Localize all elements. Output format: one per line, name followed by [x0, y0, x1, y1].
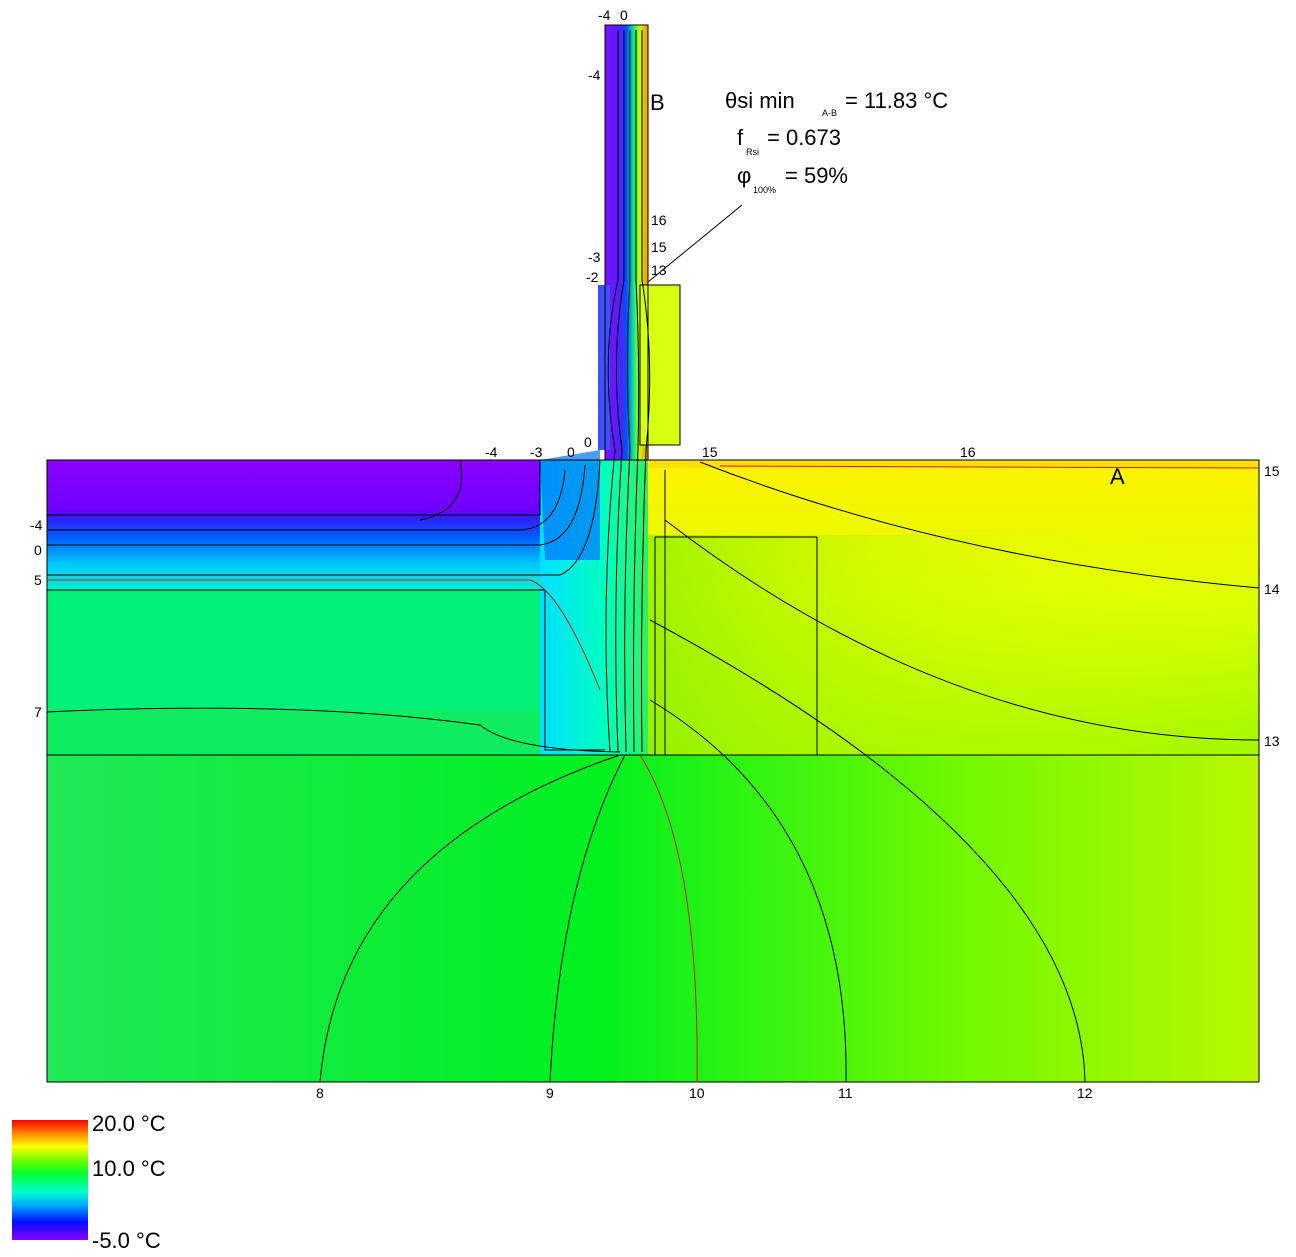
- f-sub: Rsi: [746, 147, 759, 157]
- exterior-bands: [47, 460, 547, 590]
- legend-label: -5.0 °C: [92, 1228, 161, 1253]
- isotherm-label: 7: [34, 704, 42, 720]
- thermal-diagram: θsi min A-B = 11.83 °C f Rsi = 0.673 φ 1…: [0, 0, 1296, 1257]
- theta-value: = 11.83 °C: [845, 88, 948, 113]
- isotherm-label: -4: [598, 7, 611, 23]
- isotherm-label: -3: [530, 444, 543, 460]
- isotherm-label: 13: [1264, 733, 1280, 749]
- isotherm-label: -4: [485, 444, 498, 460]
- point-label: A: [1110, 464, 1125, 489]
- ground-region: [47, 755, 1259, 1082]
- isotherm-label: 15: [1264, 463, 1280, 479]
- isotherm-label: 0: [34, 542, 42, 558]
- phi-symbol: φ: [737, 163, 751, 188]
- isotherm-label: 14: [1264, 581, 1280, 597]
- isotherm-label: 10: [689, 1085, 705, 1101]
- theta-symbol: θsi min: [725, 88, 795, 113]
- phi-value: = 59%: [785, 163, 848, 188]
- isotherm-label: -4: [30, 517, 43, 533]
- legend-label: 20.0 °C: [92, 1111, 166, 1136]
- isotherm-label: -4: [588, 67, 601, 83]
- point-label: B: [650, 90, 665, 115]
- isotherm-label: -2: [586, 269, 599, 285]
- isotherm-label: 16: [651, 212, 667, 228]
- isotherm-label: 5: [34, 572, 42, 588]
- f-symbol: f: [737, 125, 744, 150]
- cold-corner: [540, 450, 600, 560]
- isotherm-label: 15: [702, 444, 718, 460]
- f-value: = 0.673: [767, 125, 841, 150]
- isotherm-label: 9: [546, 1085, 554, 1101]
- isotherm-label: 0: [620, 7, 628, 23]
- isotherm-label: 0: [567, 444, 575, 460]
- phi-sub: 100%: [753, 185, 776, 195]
- isotherm-label: 16: [960, 444, 976, 460]
- legend-label: 10.0 °C: [92, 1156, 166, 1181]
- isotherm-label: -3: [588, 249, 601, 265]
- isotherm-label: 13: [651, 262, 667, 278]
- isotherm-label: 8: [316, 1085, 324, 1101]
- legend-scale: [12, 1120, 88, 1240]
- isotherm-label: 0: [584, 434, 592, 450]
- isotherm-label: 12: [1077, 1085, 1093, 1101]
- exterior-lower: [47, 710, 547, 755]
- theta-sub: A-B: [822, 108, 837, 118]
- interior-shade: [648, 535, 1259, 755]
- isotherm-label: 15: [651, 239, 667, 255]
- isotherm-label: 11: [838, 1085, 853, 1101]
